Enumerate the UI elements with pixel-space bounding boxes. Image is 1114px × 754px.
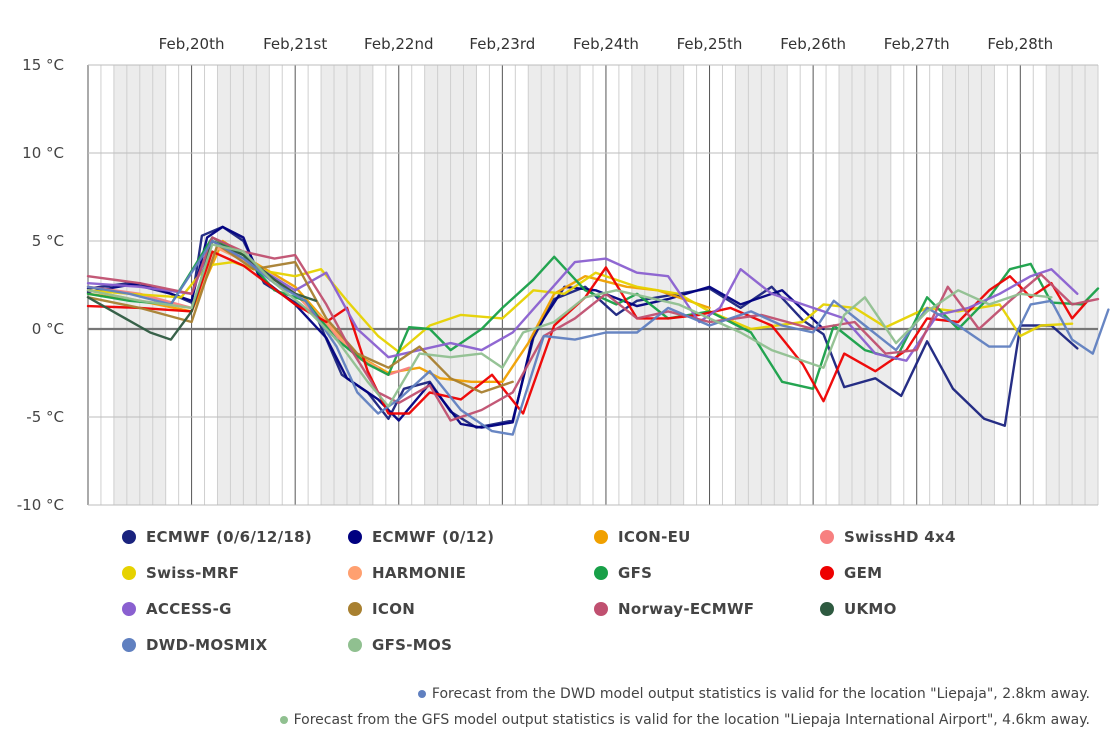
temperature-forecast-chart: 15 °C10 °C5 °C0 °C-5 °C-10 °C Feb,20th Fe… <box>17 35 1110 514</box>
legend-label: DWD-MOSMIX <box>146 636 268 654</box>
legend-dot <box>348 530 362 544</box>
legend-item[interactable]: SwissHD 4x4 <box>820 528 956 546</box>
series-line-gem <box>86 250 1089 415</box>
legend-item[interactable]: UKMO <box>820 600 897 618</box>
dwd-mosmix-note: Forecast from the DWD model output stati… <box>417 686 1090 702</box>
legend-item[interactable]: Norway-ECMWF <box>594 600 754 618</box>
y-tick-label: -5 °C <box>26 408 64 426</box>
series-line-gfs-mos <box>86 243 1053 408</box>
series-line-norway-ecmwf <box>86 236 1100 422</box>
x-day-label: Feb,23rd <box>469 35 535 53</box>
gfs-mos-note: Forecast from the GFS model output stati… <box>279 712 1090 728</box>
legend-label: HARMONIE <box>372 564 467 582</box>
legend-item[interactable]: HARMONIE <box>348 564 466 582</box>
legend-label: GFS-MOS <box>372 636 453 654</box>
grid-lines <box>87 65 1099 505</box>
legend-dot <box>594 602 608 616</box>
legend-label: GEM <box>844 564 883 582</box>
x-day-label: Feb,25th <box>677 35 743 53</box>
x-axis-day-labels: Feb,20th Feb,21st Feb,22nd Feb,23rd Feb,24th… <box>159 35 1054 53</box>
x-day-label: Feb,26th <box>780 35 846 53</box>
legend-item[interactable]: GEM <box>820 564 882 582</box>
series-line-icon <box>86 243 514 394</box>
series-lines <box>86 225 1110 436</box>
legend-item[interactable]: ACCESS-G <box>122 600 232 618</box>
y-axis: 15 °C 10 °C 5 °C 0 °C -5 °C -10 °C <box>17 56 1098 514</box>
x-day-label: Feb,28th <box>987 35 1053 53</box>
legend-label: ICON <box>372 600 416 618</box>
y-tick-label: 10 °C <box>22 144 64 162</box>
legend-dot <box>122 602 136 616</box>
legend-label: Norway-ECMWF <box>618 600 755 618</box>
legend-label: ICON-EU <box>618 528 691 546</box>
x-day-label: Feb,22nd <box>364 35 433 53</box>
legend-label: Swiss-MRF <box>146 564 240 582</box>
legend-dot <box>122 638 136 652</box>
x-day-label: Feb,21st <box>263 35 327 53</box>
legend-dot <box>820 602 834 616</box>
legend-label: ACCESS-G <box>146 600 232 618</box>
legend-label: GFS <box>618 564 653 582</box>
y-tick-label: -10 °C <box>17 496 64 514</box>
legend-dot <box>820 530 834 544</box>
legend-item[interactable]: GFS <box>594 564 652 582</box>
legend-dot <box>122 530 136 544</box>
legend-label: ECMWF (0/6/12/18) <box>146 528 313 546</box>
legend-label: ECMWF (0/12) <box>372 528 495 546</box>
legend-label: UKMO <box>844 600 897 618</box>
legend-item[interactable]: ICON-EU <box>594 528 691 546</box>
x-day-label: Feb,20th <box>159 35 225 53</box>
legend-item[interactable]: ICON <box>348 600 415 618</box>
dwd-mosmix-note-text: Forecast from the DWD model output stati… <box>431 686 1090 702</box>
legend-dot <box>820 566 834 580</box>
y-tick-label: 0 °C <box>32 320 64 338</box>
legend-item[interactable]: Swiss-MRF <box>122 564 239 582</box>
dwd-mosmix-note-dot <box>417 690 426 698</box>
legend-dot <box>348 602 362 616</box>
legend-item[interactable]: ECMWF (0/12) <box>348 528 494 546</box>
series-line-ecmwf-0-12 <box>86 225 825 429</box>
series-line-dwd-mosmix <box>86 239 1110 436</box>
legend-dot <box>348 566 362 580</box>
legend-dot <box>594 566 608 580</box>
legend-item[interactable]: ECMWF (0/6/12/18) <box>122 528 312 546</box>
y-tick-label: 15 °C <box>22 56 64 74</box>
legend-item[interactable]: GFS-MOS <box>348 636 452 654</box>
series-line-access-g <box>86 239 1079 362</box>
gfs-mos-note-dot <box>279 716 288 724</box>
x-day-label: Feb,27th <box>884 35 950 53</box>
legend-dot <box>122 566 136 580</box>
legend-item[interactable]: DWD-MOSMIX <box>122 636 268 654</box>
gfs-mos-note-text: Forecast from the GFS model output stati… <box>293 712 1090 728</box>
legend-dot <box>348 638 362 652</box>
legend-label: SwissHD 4x4 <box>844 528 956 546</box>
y-tick-label: 5 °C <box>32 232 64 250</box>
x-day-label: Feb,24th <box>573 35 639 53</box>
legend-dot <box>594 530 608 544</box>
